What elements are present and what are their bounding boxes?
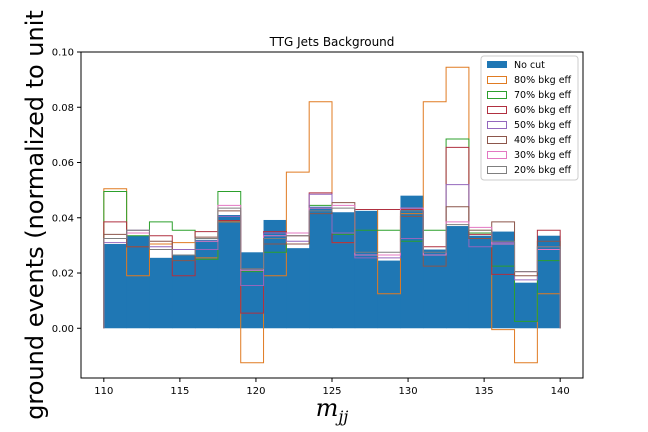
x-axis-ticks: 110 115 120 125 130 135 140: [94, 378, 570, 397]
x-tick-label: 110: [94, 386, 113, 397]
x-axis-label-main: m: [316, 394, 339, 422]
bar-no-cut-bin-14: [423, 249, 447, 329]
bar-no-cut-bin-12: [377, 260, 401, 329]
step-histogram-layer: [103, 66, 561, 364]
legend-swatch: [487, 136, 507, 144]
x-tick-label: 115: [170, 386, 189, 397]
bar-no-cut-bin-18: [514, 282, 538, 329]
legend: No cut 80% bkg eff 70% bkg eff 60% bkg eff 5…: [480, 55, 579, 181]
y-tick-label: 0.02: [52, 269, 74, 280]
legend-swatch: [487, 151, 507, 159]
x-tick-label: 135: [475, 386, 494, 397]
legend-label: 70% bkg eff: [514, 90, 572, 101]
step-series-20-bkg-eff: [103, 207, 561, 329]
bar-no-cut-bin-10: [332, 212, 356, 329]
x-tick-label: 120: [246, 386, 265, 397]
legend-swatch: [487, 61, 507, 68]
x-tick-label: 140: [551, 386, 570, 397]
bar-no-cut-bin-11: [354, 210, 379, 329]
legend-label: 50% bkg eff: [514, 120, 572, 131]
legend-items: No cut 80% bkg eff 70% bkg eff 60% bkg eff 5…: [487, 60, 572, 176]
legend-label: 60% bkg eff: [514, 105, 572, 116]
legend-swatch: [487, 91, 507, 99]
y-tick-label: 0.00: [52, 324, 74, 335]
x-axis-label-subscript: jj: [335, 407, 348, 426]
legend-label: 80% bkg eff: [514, 75, 572, 86]
legend-box: [480, 55, 579, 181]
y-tick-label: 0.10: [52, 48, 74, 59]
y-tick-label: 0.04: [52, 213, 74, 224]
bar-no-cut-bin-9: [309, 206, 333, 329]
chart-title: TTG Jets Background: [269, 35, 395, 49]
bar-no-cut-bin-5: [217, 215, 242, 329]
legend-label: 30% bkg eff: [514, 150, 572, 161]
legend-label: 20% bkg eff: [514, 165, 572, 176]
legend-swatch: [487, 76, 507, 84]
bar-no-cut-bin-3: [172, 255, 196, 329]
bar-no-cut-bin-8: [286, 248, 310, 329]
legend-swatch: [487, 166, 507, 174]
bar-no-cut-bin-1: [126, 235, 150, 329]
legend-swatch: [487, 121, 507, 129]
x-tick-label: 130: [399, 386, 418, 397]
bar-no-cut-bin-17: [491, 231, 515, 329]
legend-label: 40% bkg eff: [514, 135, 572, 146]
bar-no-cut-bin-19: [537, 235, 561, 329]
bar-no-cut-bin-0: [103, 244, 128, 329]
bar-no-cut-bin-13: [400, 195, 424, 329]
bar-no-cut-bin-6: [240, 252, 264, 329]
legend-label: No cut: [514, 60, 545, 71]
bar-no-cut-bin-15: [446, 226, 470, 329]
bar-no-cut-bin-4: [195, 239, 219, 329]
x-tick-label: 125: [322, 386, 341, 397]
filled-histogram-layer: [103, 195, 561, 329]
y-axis-label: ground events (normalized to unit: [21, 10, 49, 420]
bar-no-cut-bin-7: [263, 219, 287, 329]
bar-no-cut-bin-2: [149, 257, 173, 329]
legend-swatch: [487, 106, 507, 114]
y-axis-ticks: 0.00 0.02 0.04 0.06 0.08 0.10: [52, 48, 81, 335]
x-axis-label: mjj: [316, 394, 349, 426]
y-tick-label: 0.08: [52, 103, 74, 114]
y-tick-label: 0.06: [52, 158, 74, 169]
bar-no-cut-bin-16: [468, 235, 493, 329]
